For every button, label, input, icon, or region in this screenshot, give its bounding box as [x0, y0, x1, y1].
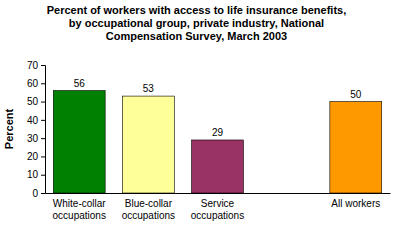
bars: [53, 91, 381, 193]
y-tick-mark: [41, 83, 45, 84]
x-tick-label: White-collaroccupations: [53, 198, 107, 221]
y-tick-mark: [41, 138, 45, 139]
y-tick-mark: [41, 120, 45, 121]
y-axis-title: Percent: [3, 108, 15, 149]
data-label: 50: [350, 89, 362, 100]
x-tick: All workers: [331, 193, 380, 209]
y-tick: 10: [27, 169, 45, 180]
y-tick-label: 50: [27, 96, 39, 107]
bar: [53, 91, 105, 193]
y-tick: 30: [27, 133, 45, 144]
y-tick-mark: [41, 175, 45, 176]
data-labels: 56 53 29 50: [74, 78, 362, 138]
y-tick: 70: [27, 60, 45, 71]
text-line: Percent of workers with access to life i…: [47, 4, 347, 16]
text-line: occupations: [122, 210, 175, 221]
data-label: 56: [74, 78, 86, 89]
text-line: occupations: [53, 210, 106, 221]
x-tick: White-collaroccupations: [53, 193, 107, 221]
y-axis-line: [41, 66, 46, 194]
x-tick-label: Blue-collaroccupations: [122, 198, 175, 221]
y-tick-mark: [41, 193, 45, 194]
text-line: All workers: [331, 198, 380, 209]
y-tick-label: 0: [32, 188, 38, 199]
y-tick-label: 10: [27, 169, 39, 180]
x-tick: Blue-collaroccupations: [122, 193, 175, 221]
y-tick-label: 30: [27, 133, 39, 144]
y-tick: 40: [27, 115, 45, 126]
data-label: 29: [212, 127, 224, 138]
y-tick: 50: [27, 96, 45, 107]
y-tick-label: 40: [27, 115, 39, 126]
y-tick: 20: [27, 151, 45, 162]
text-line: White-collar: [53, 198, 106, 209]
bar: [122, 96, 174, 193]
y-tick-mark: [41, 102, 45, 103]
bar: [330, 102, 382, 193]
y-axis: 0 10 20 30 40 50 60 70: [27, 60, 46, 199]
y-tick-label: 70: [27, 60, 39, 71]
y-tick-mark: [41, 156, 45, 157]
y-tick-label: 20: [27, 151, 39, 162]
y-tick: 60: [27, 78, 45, 89]
text-line: Blue-collar: [125, 198, 173, 209]
plot: 010203040506070White-collaroccupationsBl…: [27, 60, 391, 221]
bar: [192, 140, 244, 193]
x-tick-label: All workers: [331, 198, 380, 209]
chart: Percent of workers with access to life i…: [0, 0, 401, 238]
y-tick: 0: [32, 188, 45, 199]
y-tick-mark: [41, 65, 45, 66]
x-axis: White-collaroccupationsBlue-collaroccupa…: [46, 193, 391, 221]
x-tick-label: Serviceoccupations: [191, 198, 244, 221]
text-line: Service: [201, 198, 235, 209]
x-axis-line: [46, 193, 391, 194]
text-line: by occupational group, private industry,…: [69, 17, 324, 29]
text-line: Compensation Survey, March 2003: [106, 30, 287, 42]
x-tick: Serviceoccupations: [191, 193, 244, 221]
y-tick-label: 60: [27, 78, 39, 89]
title: Percent of workers with access to life i…: [47, 4, 347, 42]
text-line: occupations: [191, 210, 244, 221]
data-label: 53: [143, 83, 155, 94]
